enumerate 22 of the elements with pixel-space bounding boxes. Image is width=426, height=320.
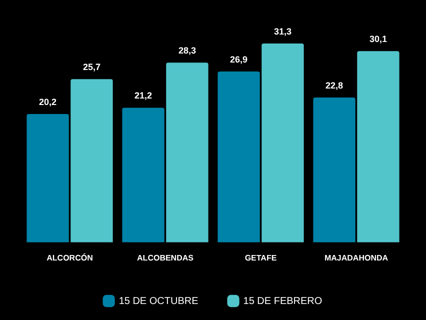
bar [357, 51, 400, 242]
bar [262, 44, 304, 242]
x-tick-label: MAJADAHONDA [324, 253, 388, 262]
data-label: 28,3 [178, 46, 196, 56]
data-label: 26,9 [230, 54, 248, 64]
bar [166, 62, 208, 242]
bar [70, 79, 113, 242]
data-label: 30,1 [369, 34, 387, 44]
x-tick-label: GETAFE [244, 253, 278, 262]
data-label: 20,2 [39, 97, 57, 108]
legend-label: 15 DE OCTUBRE [118, 296, 199, 307]
bar [313, 98, 356, 242]
data-label: 25,7 [82, 62, 100, 72]
x-tick-label: ALCOBENDAS [137, 253, 194, 262]
data-label: 31,3 [274, 26, 292, 36]
bar [218, 71, 260, 242]
bar [122, 108, 164, 242]
x-tick-label: ALCORCÓN [46, 252, 94, 262]
data-label: 22,8 [326, 80, 344, 91]
data-label: 21,2 [134, 90, 152, 101]
legend-label: 15 DE FEBRERO [243, 296, 322, 307]
bar [26, 114, 69, 242]
